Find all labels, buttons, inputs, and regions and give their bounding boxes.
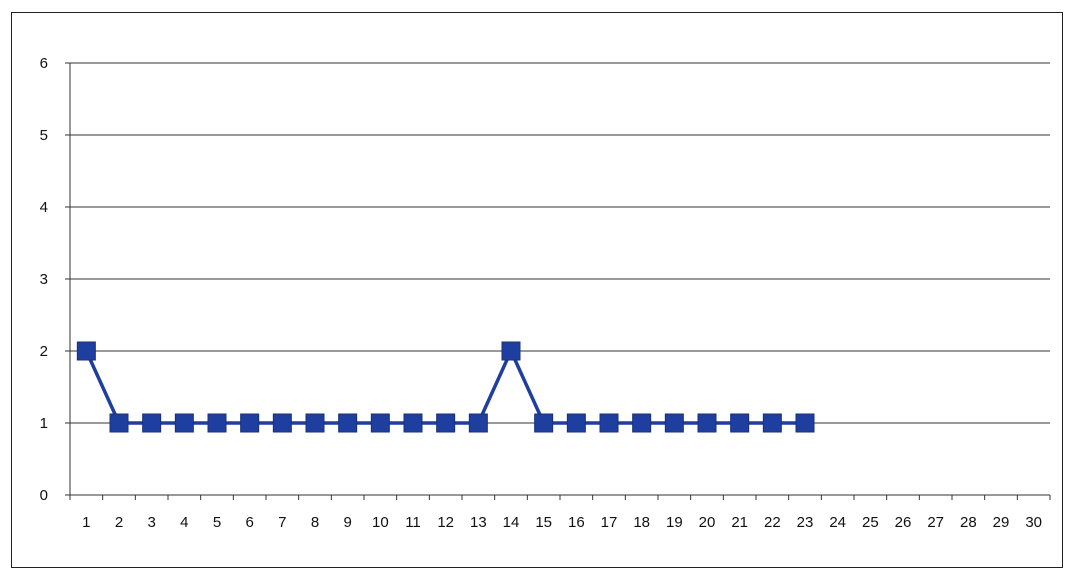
y-tick-label: 6: [40, 55, 48, 72]
data-point-10: [370, 413, 390, 433]
x-tick-label: 15: [535, 514, 552, 531]
y-tick-label: 3: [40, 271, 48, 288]
x-tick-label: 7: [278, 514, 286, 531]
x-tick-label: 8: [311, 514, 319, 531]
data-point-22: [762, 413, 782, 433]
x-tick-label: 11: [405, 514, 421, 531]
y-tick-label: 2: [40, 343, 48, 360]
data-point-17: [599, 413, 619, 433]
data-point-3: [142, 413, 162, 433]
x-tick-label: 26: [895, 514, 912, 531]
x-tick-label: 6: [245, 514, 253, 531]
x-tick-label: 29: [993, 514, 1010, 531]
series-0: [76, 341, 815, 433]
data-point-21: [730, 413, 750, 433]
data-point-23: [795, 413, 815, 433]
x-tick-label: 24: [829, 514, 846, 531]
data-point-12: [436, 413, 456, 433]
data-point-5: [207, 413, 227, 433]
x-tick-label: 30: [1025, 514, 1042, 531]
x-tick-label: 2: [115, 514, 123, 531]
data-point-6: [240, 413, 260, 433]
x-tick-label: 12: [437, 514, 454, 531]
data-point-14: [501, 341, 521, 361]
axes: [65, 62, 1051, 500]
series: [76, 341, 815, 433]
x-tick-label: 23: [797, 514, 814, 531]
x-tick-label: 13: [470, 514, 487, 531]
y-tick-label: 5: [40, 127, 48, 144]
x-tick-label: 17: [601, 514, 618, 531]
data-point-20: [697, 413, 717, 433]
x-tick-label: 5: [213, 514, 221, 531]
y-tick-labels: 0 1 2 3 4 5 6: [40, 55, 48, 504]
x-tick-label: 27: [927, 514, 944, 531]
x-tick-label: 1: [82, 514, 90, 531]
x-tick-label: 10: [372, 514, 389, 531]
x-tick-label: 4: [180, 514, 188, 531]
chart-frame: [11, 12, 1063, 568]
series-line: [84, 349, 805, 425]
data-point-15: [534, 413, 554, 433]
x-tick-label: 20: [699, 514, 716, 531]
x-tick-label: 16: [568, 514, 585, 531]
data-point-11: [403, 413, 423, 433]
data-point-13: [468, 413, 488, 433]
data-point-16: [566, 413, 586, 433]
x-tick-label: 25: [862, 514, 879, 531]
y-tick-label: 0: [40, 487, 48, 504]
gridlines: [70, 62, 1050, 424]
data-point-9: [338, 413, 358, 433]
x-tick-label: 22: [764, 514, 781, 531]
x-tick-label: 21: [731, 514, 748, 531]
data-point-18: [632, 413, 652, 433]
x-tick-label: 14: [503, 514, 520, 531]
x-tick-label: 19: [666, 514, 683, 531]
x-tick-label: 3: [147, 514, 155, 531]
data-point-1: [76, 341, 96, 361]
data-point-4: [174, 413, 194, 433]
y-tick-label: 4: [40, 199, 48, 216]
data-point-8: [305, 413, 325, 433]
x-tick-label: 28: [960, 514, 977, 531]
x-tick-label: 18: [633, 514, 650, 531]
x-tick-labels: 1 2 3 4 5 6 7 8 9 10 11 12 13 14 15 16 17 18 19 20 21 22 23 24 2…: [82, 514, 1042, 531]
y-tick-label: 1: [40, 415, 48, 432]
data-point-7: [272, 413, 292, 433]
x-tick-label: 9: [343, 514, 351, 531]
data-point-19: [664, 413, 684, 433]
data-point-2: [109, 413, 129, 433]
